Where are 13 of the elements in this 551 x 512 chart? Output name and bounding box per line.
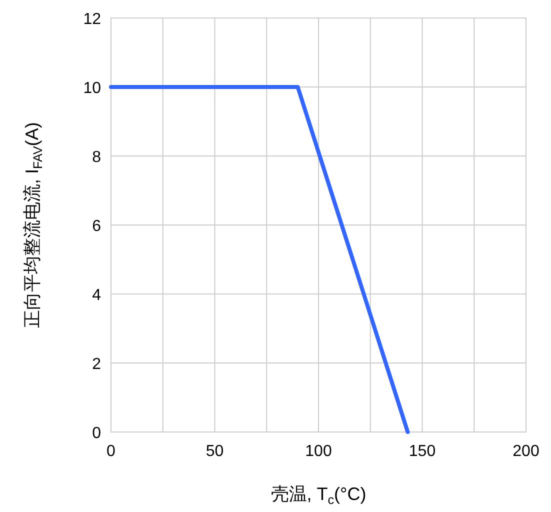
y-tick-label: 2 [92,356,102,373]
x-tick-label: 200 [512,443,540,460]
y-tick-label: 0 [92,425,102,442]
y-tick-label: 8 [92,149,102,166]
x-tick-label: 100 [305,443,332,460]
x-tick-label: 0 [106,443,116,460]
y-tick-label: 12 [83,11,102,28]
x-axis-title: 壳温, T$_{c}$(°C) [270,484,366,507]
x-tick-label: 150 [408,443,436,460]
x-tick-label: 50 [206,443,224,460]
y-tick-label: 6 [92,218,102,235]
y-tick-label: 10 [83,80,102,97]
y-tick-label: 4 [92,287,102,304]
